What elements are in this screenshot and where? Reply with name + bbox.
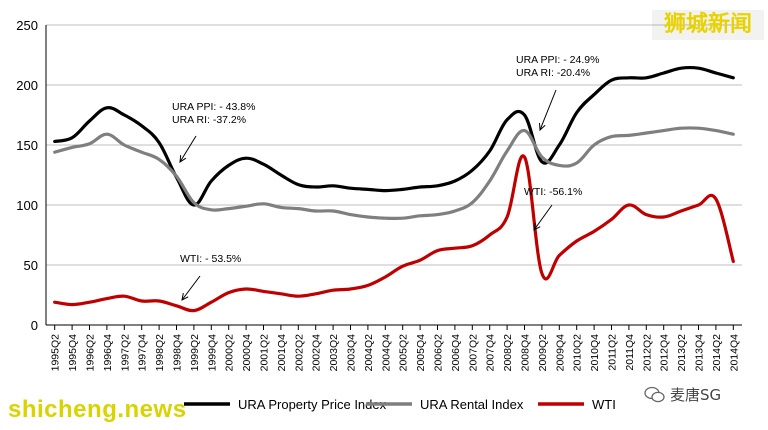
x-tick-label: 1999Q2 [189, 334, 201, 372]
x-tick-label: 2001Q2 [259, 334, 271, 372]
y-tick-label: 50 [24, 258, 38, 273]
x-tick-label: 2012Q4 [659, 334, 671, 372]
y-tick-label: 250 [16, 18, 38, 33]
annotation-arrowhead [181, 293, 189, 301]
series-lines [53, 65, 735, 313]
x-tick-label: 2003Q4 [346, 334, 358, 372]
x-tick-label: 2006Q4 [450, 334, 462, 372]
wechat-icon [644, 386, 666, 404]
x-tick-label: 2004Q4 [380, 334, 392, 372]
x-tick-label: 2010Q4 [589, 334, 601, 372]
x-tick-label: 2002Q2 [293, 334, 305, 372]
x-tick-label: 1997Q4 [137, 334, 149, 372]
annotation-arrowhead [539, 122, 546, 132]
legend-item-rental-label: URA Rental Index [420, 397, 524, 412]
series-line-wti [53, 154, 735, 313]
y-tick-label: 100 [16, 198, 38, 213]
gridlines [46, 24, 742, 266]
annotation-arrow [533, 204, 553, 231]
annotation-arrow [181, 275, 201, 301]
x-tick-label: 2008Q4 [520, 334, 532, 372]
annotation-arrow [539, 89, 557, 131]
y-axis: 0 50 100 150 200 250 [16, 18, 47, 333]
x-tick-label: 2003Q2 [328, 334, 340, 372]
watermark-bottom-left: shicheng.news [8, 396, 187, 423]
x-tick-label: 1999Q4 [206, 334, 218, 372]
annotation-label: WTI: - 53.5% [180, 253, 241, 265]
annotation-label: URA RI: -20.4% [516, 67, 590, 79]
annotation-label: URA RI: -37.2% [172, 114, 246, 126]
x-tick-label: 2005Q4 [415, 334, 427, 372]
series-line-ppi [53, 65, 735, 207]
x-tick-label: 2013Q2 [676, 334, 688, 372]
x-tick-label: 2007Q2 [467, 334, 479, 372]
series-line-rental [53, 126, 735, 221]
x-tick-label: 2010Q2 [572, 334, 584, 372]
annotations: URA PPI: - 43.8%URA RI: -37.2% URA PPI: -… [172, 54, 599, 301]
annotation-arrow [179, 135, 197, 163]
legend-item-wti-label: WTI [592, 397, 616, 412]
legend: URA Property Price Index URA Rental Index… [184, 397, 616, 412]
y-tick-label: 200 [16, 78, 38, 93]
annotation-arrowhead [533, 223, 541, 231]
x-tick-label: 1998Q2 [154, 334, 166, 372]
x-tick-label: 1997Q2 [119, 334, 131, 372]
x-tick-label: 2000Q4 [241, 334, 253, 372]
x-tick-label: 2009Q4 [554, 334, 566, 372]
y-tick-label: 150 [16, 138, 38, 153]
x-tick-label: 2012Q2 [641, 334, 653, 372]
annotation-label: URA PPI: - 24.9% [516, 54, 599, 66]
x-tick-label: 2005Q2 [398, 334, 410, 372]
x-tick-label: 2006Q2 [433, 334, 445, 372]
x-tick-label: 1996Q2 [85, 334, 97, 372]
x-tick-label: 2014Q4 [728, 334, 740, 372]
x-tick-label: 1998Q4 [172, 334, 184, 372]
x-tick-label: 2014Q2 [711, 334, 723, 372]
x-tick-label: 1996Q4 [102, 334, 114, 372]
x-axis: 1995Q2 1995Q4 1996Q2 1996Q4 1997Q2 1997Q4 1998… [46, 324, 742, 372]
x-tick-label: 2011Q2 [607, 334, 619, 371]
watermark-bottom-right: 麦唐SG [644, 384, 721, 405]
x-tick-label: 2008Q2 [502, 334, 514, 372]
x-tick-label: 2002Q4 [311, 334, 323, 372]
x-tick-label: 2007Q4 [485, 334, 497, 372]
x-tick-label: 2013Q4 [694, 334, 706, 372]
x-tick-label: 1995Q2 [50, 334, 62, 372]
watermark-top-right: 狮城新闻 [652, 10, 764, 40]
x-tick-label: 1995Q4 [67, 334, 79, 372]
x-tick-label: 2011Q4 [624, 334, 636, 371]
annotation-label: URA PPI: - 43.8% [172, 101, 255, 113]
legend-item-ppi-label: URA Property Price Index [238, 397, 387, 412]
y-tick-label: 0 [31, 318, 38, 333]
x-tick-label: 2004Q2 [363, 334, 375, 372]
annotation-label: WTI: -56.1% [524, 186, 582, 198]
x-tick-label: 2000Q2 [224, 334, 236, 372]
watermark-bottom-right-text: 麦唐SG [670, 386, 722, 404]
annotation-arrowhead [179, 154, 187, 163]
x-tick-label: 2001Q4 [276, 334, 288, 372]
x-tick-label: 2009Q2 [537, 334, 549, 372]
